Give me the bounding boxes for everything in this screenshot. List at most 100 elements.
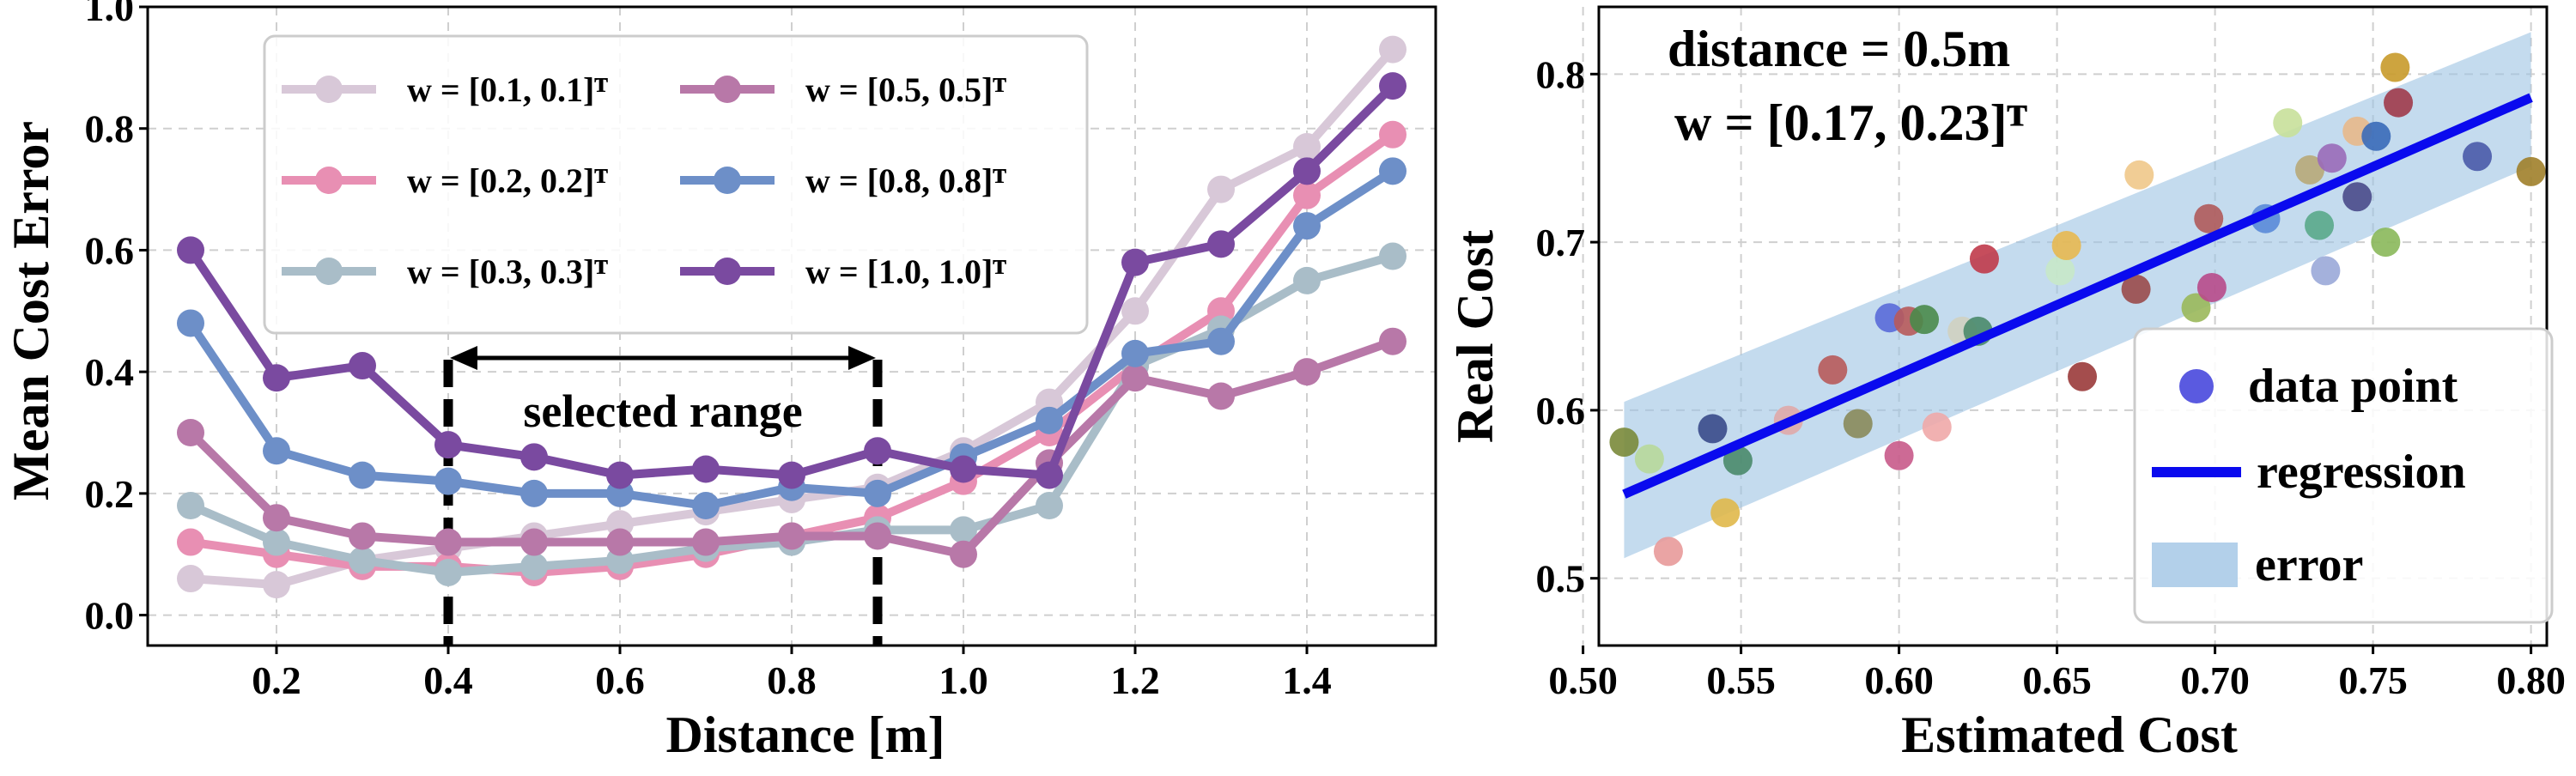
series-point [1379,120,1406,149]
series-point [692,492,720,520]
legend-swatch-marker [714,258,741,285]
data-point [2384,88,2414,118]
right-y-tick-label: 0.6 [1536,389,1586,433]
series-point [1207,327,1235,355]
data-point [2194,203,2224,233]
right-y-tick-label: 0.8 [1536,52,1586,96]
data-point [2295,155,2324,185]
left-y-tick-label: 0.4 [85,350,135,394]
left-x-axis-label: Distance [m] [666,706,945,763]
right-x-tick-label: 0.50 [1548,658,1618,702]
data-point [1843,409,1873,439]
series-point [1293,181,1321,209]
data-point [1922,412,1952,442]
mean-cost-error-chart: selected range 0.2 0.4 0.6 0.8 1.0 1.2 1.4 0.0… [3,0,1437,763]
left-x-tick-label: 0.8 [767,658,817,702]
left-legend: w = [0.1, 0.1]ᵀ w = [0.5, 0.5]ᵀ w = [0.2, … [263,34,1089,335]
legend-swatch-marker [315,76,343,103]
legend-swatch-marker [714,76,741,103]
scatter-points [1609,52,2546,567]
right-x-tick-label: 0.55 [1706,658,1776,702]
data-point [1653,537,1683,567]
data-point [1609,427,1639,458]
series-point [1036,461,1063,489]
right-x-ticks: 0.50 0.55 0.60 0.65 0.70 0.75 0.80 [1548,646,2566,702]
left-y-tick-label: 0.2 [85,472,135,516]
data-point [2311,256,2341,286]
right-axes-frame [1597,5,2549,647]
left-legend-items: w = [0.1, 0.1]ᵀ w = [0.5, 0.5]ᵀ w = [0.2, … [282,70,1006,291]
right-x-tick-label: 0.80 [2496,658,2566,702]
right-y-axis-label: Real Cost [1447,230,1504,443]
data-point [2463,142,2493,172]
series-point [520,528,548,556]
legend-error-label: error [2255,538,2363,591]
right-x-tick-label: 0.70 [2180,658,2250,702]
left-legend-box [263,34,1089,335]
data-point [2051,231,2081,261]
series-point [950,540,977,568]
series-point [692,455,720,483]
right-legend: data point regression error [2133,327,2554,624]
data-point [1818,355,1848,385]
left-y-tick-label: 0.0 [85,594,135,638]
legend-error-swatch [2152,543,2238,587]
right-y-tick-label: 0.5 [1536,557,1586,601]
right-x-tick-label: 0.60 [1864,658,1934,702]
legend-label: w = [0.2, 0.2]ᵀ [407,161,608,200]
data-point [1710,498,1741,528]
data-point [2196,272,2227,302]
series-point [434,431,462,459]
series-point [349,352,376,380]
legend-swatch-marker [315,258,343,285]
series-point [177,309,204,337]
left-x-tick-label: 0.4 [423,658,473,702]
series-6 [177,72,1406,489]
right-x-tick-label: 0.65 [2022,658,2092,702]
series-point [864,437,891,465]
series-point [778,522,805,550]
series-point [864,479,891,507]
left-y-tick-label: 0.8 [85,107,135,151]
series-point [1293,358,1321,386]
series-point [349,461,376,489]
left-y-tick-label: 0.6 [85,228,135,272]
data-point [2045,256,2075,286]
series-point [950,455,977,483]
series-point [434,528,462,556]
left-y-axis-label: Mean Cost Error [3,121,59,500]
series-point [434,467,462,495]
series-point [1379,72,1406,100]
series-point [606,528,634,556]
range-arrow-head-right [848,345,876,370]
series-point [177,492,204,520]
data-point [1634,444,1664,474]
right-x-tick-label: 0.75 [2338,658,2408,702]
series-point [177,236,204,264]
series-point [1207,230,1235,258]
legend-label: w = [0.3, 0.3]ᵀ [407,252,608,291]
legend-label: w = [0.5, 0.5]ᵀ [805,70,1006,109]
series-point [1379,242,1406,270]
left-x-tick-label: 1.4 [1282,658,1332,702]
data-point [2371,227,2401,258]
data-point [1698,414,1728,444]
data-point [2121,274,2151,304]
right-x-axis-label: Estimated Cost [1901,706,2238,763]
data-point [2516,156,2546,186]
series-point [177,419,204,446]
data-point [1969,244,1999,274]
series-point [349,546,376,574]
data-point [2305,210,2335,240]
data-point [2317,143,2347,173]
series-point [1379,157,1406,185]
series-point [520,443,548,471]
legend-label: w = [1.0, 1.0]ᵀ [805,252,1006,291]
legend-data-point-label: data point [2248,360,2458,413]
series-point [606,461,634,489]
left-y-ticks: 0.0 0.2 0.4 0.6 0.8 1.0 [85,0,148,638]
series-point [1121,339,1149,367]
series-point [1036,492,1063,520]
legend-regression-label: regression [2257,446,2466,499]
